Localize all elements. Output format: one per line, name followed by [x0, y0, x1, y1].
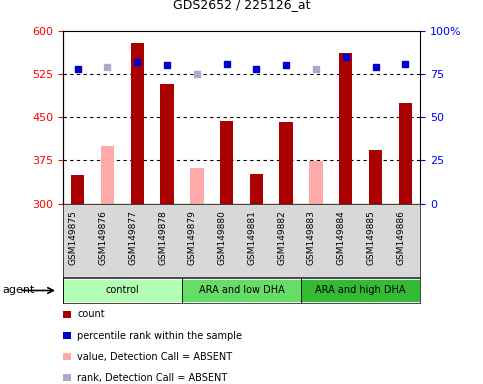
Text: control: control	[105, 285, 139, 296]
Bar	[280, 122, 293, 204]
Text: count: count	[77, 310, 105, 319]
Text: GSM149883: GSM149883	[307, 210, 316, 265]
Text: GSM149882: GSM149882	[277, 210, 286, 265]
Text: GDS2652 / 225126_at: GDS2652 / 225126_at	[173, 0, 310, 12]
Text: value, Detection Call = ABSENT: value, Detection Call = ABSENT	[77, 352, 232, 362]
Bar	[182, 279, 301, 302]
Text: GSM149877: GSM149877	[128, 210, 137, 265]
Text: percentile rank within the sample: percentile rank within the sample	[77, 331, 242, 341]
Bar	[190, 168, 203, 204]
Text: GSM149878: GSM149878	[158, 210, 167, 265]
Text: GSM149875: GSM149875	[69, 210, 78, 265]
Text: GSM149884: GSM149884	[337, 210, 346, 265]
Text: GSM149881: GSM149881	[247, 210, 256, 265]
Bar	[160, 84, 174, 204]
Bar	[63, 279, 182, 302]
Bar	[398, 103, 412, 204]
Bar	[339, 53, 353, 204]
Text: GSM149886: GSM149886	[397, 210, 405, 265]
Text: rank, Detection Call = ABSENT: rank, Detection Call = ABSENT	[77, 373, 227, 383]
Bar	[369, 150, 382, 204]
Bar	[71, 175, 85, 204]
Bar	[301, 279, 420, 302]
Bar	[130, 43, 144, 204]
Text: GSM149876: GSM149876	[99, 210, 108, 265]
Text: ARA and high DHA: ARA and high DHA	[315, 285, 406, 296]
Text: agent: agent	[2, 285, 35, 296]
Bar	[220, 121, 233, 204]
Bar	[101, 146, 114, 204]
Text: GSM149879: GSM149879	[188, 210, 197, 265]
Text: GSM149880: GSM149880	[218, 210, 227, 265]
Bar	[309, 161, 323, 204]
Text: GSM149885: GSM149885	[367, 210, 376, 265]
Text: ARA and low DHA: ARA and low DHA	[199, 285, 284, 296]
Bar	[250, 174, 263, 204]
